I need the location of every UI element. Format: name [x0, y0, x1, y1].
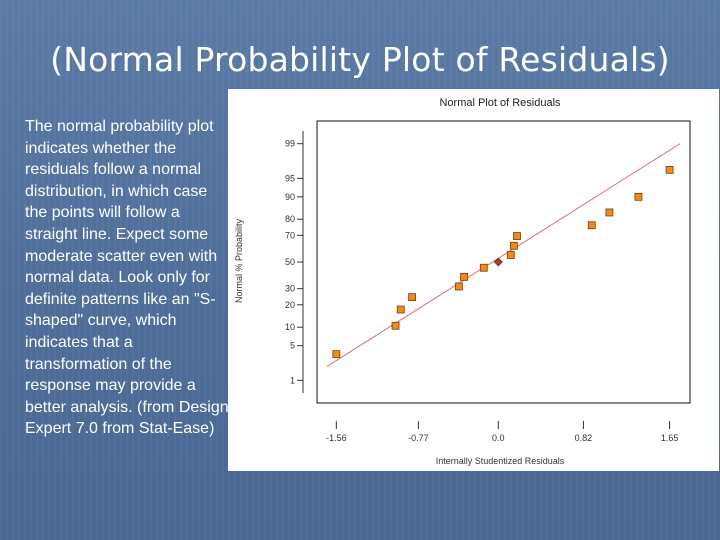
x-tick-label: 1.65: [661, 433, 679, 443]
data-point: [509, 241, 518, 250]
y-tick-label: 50: [285, 257, 295, 267]
y-axis-label: Normal % Probability: [234, 218, 244, 303]
y-tick-label: 70: [285, 230, 295, 240]
data-point: [408, 293, 417, 302]
y-tick-label: 5: [290, 341, 295, 351]
data-point: [454, 282, 463, 291]
data-point: [396, 305, 405, 314]
y-tick-label: 99: [285, 139, 295, 149]
x-axis-label: Internally Studentized Residuals: [436, 456, 565, 466]
slide-title: (Normal Probability Plot of Residuals): [50, 40, 670, 79]
data-point: [460, 272, 468, 281]
data-point: [587, 221, 596, 230]
fit-line-group: [326, 143, 681, 367]
data-point: [634, 192, 643, 201]
y-axis: 1 5 10 20 30 50 70 80 90 95 99: [285, 131, 304, 393]
data-point: [605, 208, 614, 217]
y-tick-label: 30: [285, 284, 295, 294]
data-point: [391, 321, 400, 330]
data-point-center: [493, 257, 503, 267]
y-tick-label: 80: [285, 214, 295, 224]
y-tick-label: 95: [285, 173, 295, 183]
x-tick-label: -1.56: [326, 433, 347, 443]
data-point: [665, 165, 674, 174]
y-tick-label: 1: [290, 375, 295, 385]
chart-figure: Normal Plot of Residuals 1 5 10 20 30 50 70 80 9…: [228, 89, 719, 471]
x-axis: -1.56 -0.77 0.0 0.82 1.65: [326, 421, 678, 443]
slide-body-text: The normal probability plot indicates wh…: [25, 118, 229, 438]
y-tick-label: 20: [285, 300, 295, 310]
data-point: [332, 350, 341, 359]
data-point: [506, 251, 515, 259]
data-point: [513, 232, 521, 240]
chart-title: Normal Plot of Residuals: [439, 97, 561, 109]
x-tick-label: 0.0: [492, 433, 505, 443]
y-tick-label: 90: [285, 192, 295, 202]
data-point: [479, 263, 488, 272]
x-tick-label: 0.82: [575, 433, 593, 443]
x-tick-label: -0.77: [408, 433, 429, 443]
normal-plot-chart: Normal Plot of Residuals 1 5 10 20 30 50 70 80 9…: [234, 97, 691, 466]
fit-line: [326, 143, 681, 367]
plot-area-frame: [316, 120, 691, 404]
data-points: [332, 165, 674, 359]
y-tick-label: 10: [285, 322, 295, 332]
